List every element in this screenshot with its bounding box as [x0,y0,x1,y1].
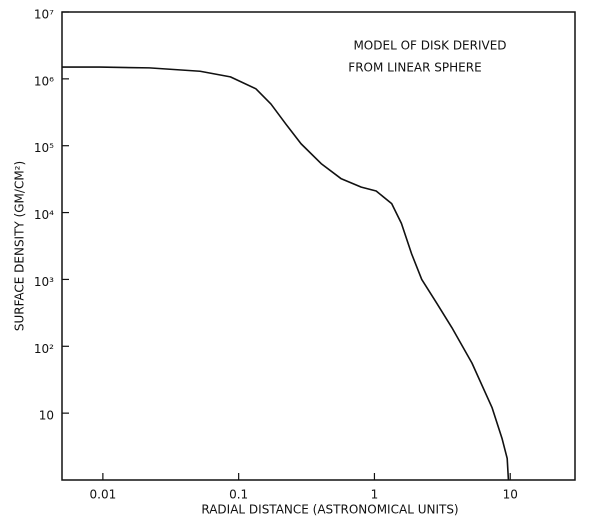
data-line [62,66,510,481]
y-tick-label: 10⁶ [34,74,54,88]
y-axis-label: SURFACE DENSITY (GM/CM²) [13,161,27,331]
y-tick-label: 10 [39,409,54,423]
annotation: MODEL OF DISK DERIVED [353,39,506,53]
annotation: FROM LINEAR SPHERE [348,61,481,75]
x-axis-label: RADIAL DISTANCE (ASTRONOMICAL UNITS) [201,503,458,517]
x-tick-label: 0.01 [90,488,117,502]
x-tick-label: 10 [503,488,518,502]
y-tick-label: 10⁵ [34,141,54,155]
y-tick-label: 10³ [34,275,54,289]
plot-frame [61,11,576,481]
y-tick-label: 10⁴ [34,208,54,222]
y-tick-label: 10² [34,342,54,356]
x-tick-label: 0.1 [229,488,248,502]
y-tick-label: 10⁷ [34,8,54,22]
x-tick-label: 1 [371,488,379,502]
